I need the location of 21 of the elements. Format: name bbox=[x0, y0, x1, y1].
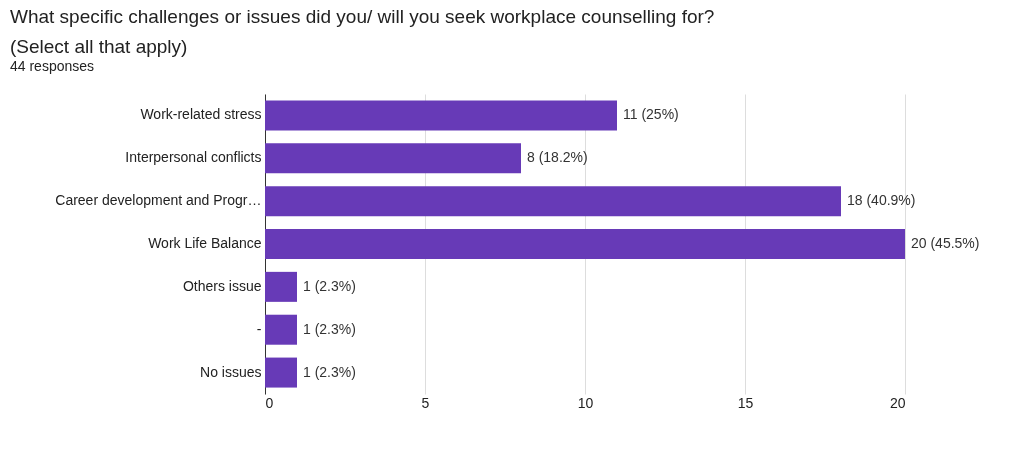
data-label: 1 (2.3%) bbox=[303, 277, 356, 294]
y-tick-label: No issues bbox=[200, 363, 262, 380]
data-label: 20 (45.5%) bbox=[911, 235, 980, 251]
data-label: 8 (18.2%) bbox=[527, 149, 588, 166]
y-tick-label: Work-related stress bbox=[140, 106, 262, 123]
data-label: 1 (2.3%) bbox=[303, 363, 356, 380]
chart-title: What specific challenges or issues did you/ will you seek workplace counselling for? (Select all that apply) bbox=[10, 6, 715, 57]
x-tick-label: 0 bbox=[265, 394, 274, 411]
x-tick-label: 5 bbox=[421, 394, 430, 411]
text: 44 responses bbox=[10, 58, 95, 74]
y-tick-label: Work Life Balance bbox=[148, 235, 262, 251]
x-tick-label: 15 bbox=[737, 394, 754, 411]
data-label: 18 (40.9%) bbox=[847, 192, 916, 209]
y-tick-label: Others issue bbox=[182, 277, 262, 294]
y-tick-label: Career development and Progr… bbox=[55, 192, 262, 209]
x-tick-label: 10 bbox=[577, 394, 594, 411]
data-label: 1 (2.3%) bbox=[303, 320, 356, 337]
data-label: 11 (25%) bbox=[623, 106, 679, 123]
y-tick-label: Interpersonal conflicts bbox=[125, 149, 262, 166]
x-tick-label: 20 bbox=[889, 394, 906, 411]
y-tick-label: - bbox=[256, 320, 262, 337]
